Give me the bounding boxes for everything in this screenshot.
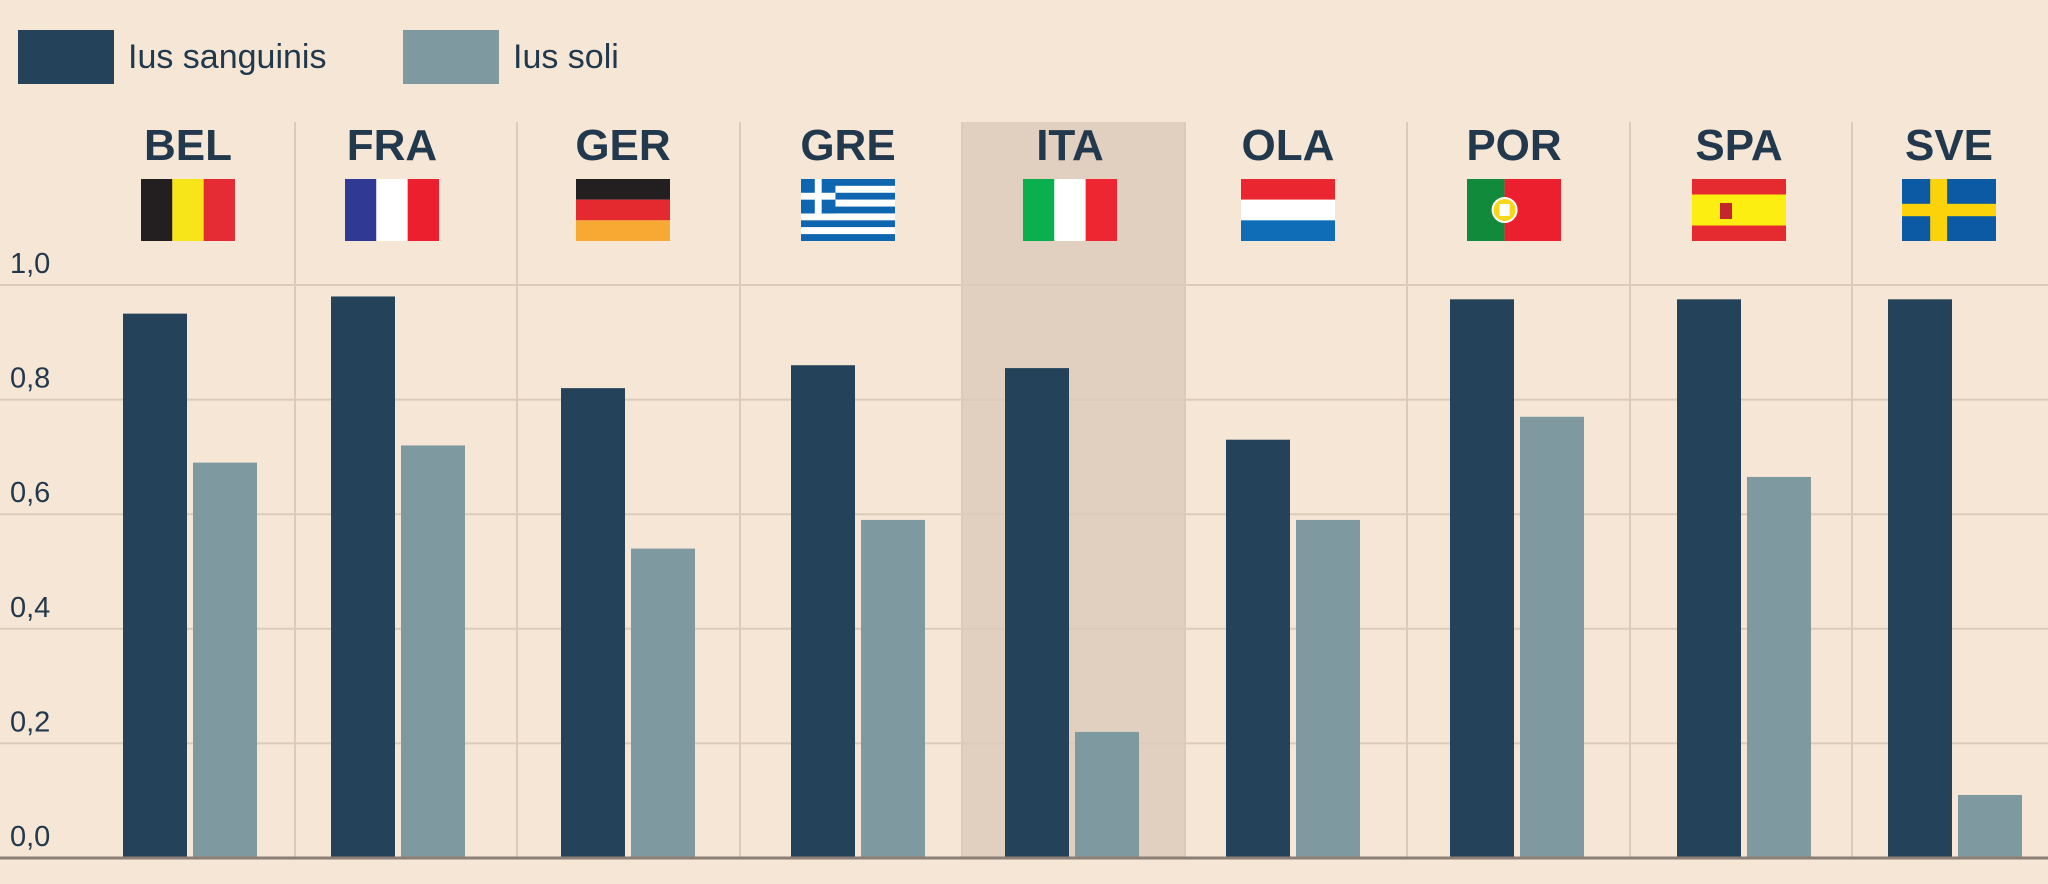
bar-ger-ius-sanguinis (561, 388, 625, 858)
sweden-flag-icon (1902, 179, 1996, 241)
bar-spa-ius-sanguinis (1677, 299, 1741, 858)
bar-fra-ius-soli (401, 445, 465, 858)
category-label-ola: OLA (1242, 121, 1335, 170)
bar-spa-ius-soli (1747, 476, 1811, 858)
legend-label-ius-sanguinis: Ius sanguinis (128, 37, 327, 76)
bar-fra-ius-sanguinis (331, 296, 395, 859)
category-label-gre: GRE (800, 121, 895, 170)
germany-flag-icon (576, 179, 670, 241)
bar-por-ius-soli (1520, 416, 1584, 858)
greece-flag-icon (801, 179, 895, 241)
bar-por-ius-sanguinis (1450, 299, 1514, 858)
france-flag-icon (345, 179, 439, 241)
legend-swatch-ius-soli (403, 30, 499, 84)
category-label-por: POR (1466, 121, 1561, 170)
highlight-band (962, 122, 1184, 858)
legend-item-ius-soli: Ius soli (403, 30, 619, 84)
bar-ger-ius-soli (631, 548, 695, 858)
category-label-bel: BEL (144, 121, 232, 170)
bar-ola-ius-sanguinis (1226, 439, 1290, 858)
y-tick-label: 0,8 (10, 363, 50, 395)
legend-swatch-ius-sanguinis (18, 30, 114, 84)
y-tick-label: 0,4 (10, 592, 50, 624)
portugal-flag-icon (1467, 179, 1561, 241)
legend-label-ius-soli: Ius soli (513, 37, 619, 76)
y-tick-label: 1,0 (10, 248, 50, 280)
bar-ita-ius-soli (1075, 731, 1139, 858)
category-label-spa: SPA (1695, 121, 1782, 170)
netherlands-flag-icon (1241, 179, 1335, 241)
legend-item-ius-sanguinis: Ius sanguinis (18, 30, 326, 84)
bar-sve-ius-soli (1958, 794, 2022, 858)
category-label-fra: FRA (347, 121, 437, 170)
bar-bel-ius-sanguinis (123, 313, 187, 858)
bar-gre-ius-soli (861, 519, 925, 858)
bar-bel-ius-soli (193, 462, 257, 858)
y-tick-label: 0,6 (10, 477, 50, 509)
italy-flag-icon (1023, 179, 1117, 241)
bar-ola-ius-soli (1296, 519, 1360, 858)
y-tick-label: 0,0 (10, 821, 50, 853)
bar-ita-ius-sanguinis (1005, 368, 1069, 858)
category-label-ita: ITA (1036, 121, 1104, 170)
belgium-flag-icon (141, 179, 235, 241)
bar-gre-ius-sanguinis (791, 365, 855, 858)
bar-sve-ius-sanguinis (1888, 299, 1952, 858)
spain-flag-icon (1692, 179, 1786, 241)
category-label-sve: SVE (1905, 121, 1993, 170)
category-label-ger: GER (575, 121, 670, 170)
y-tick-label: 0,2 (10, 706, 50, 738)
